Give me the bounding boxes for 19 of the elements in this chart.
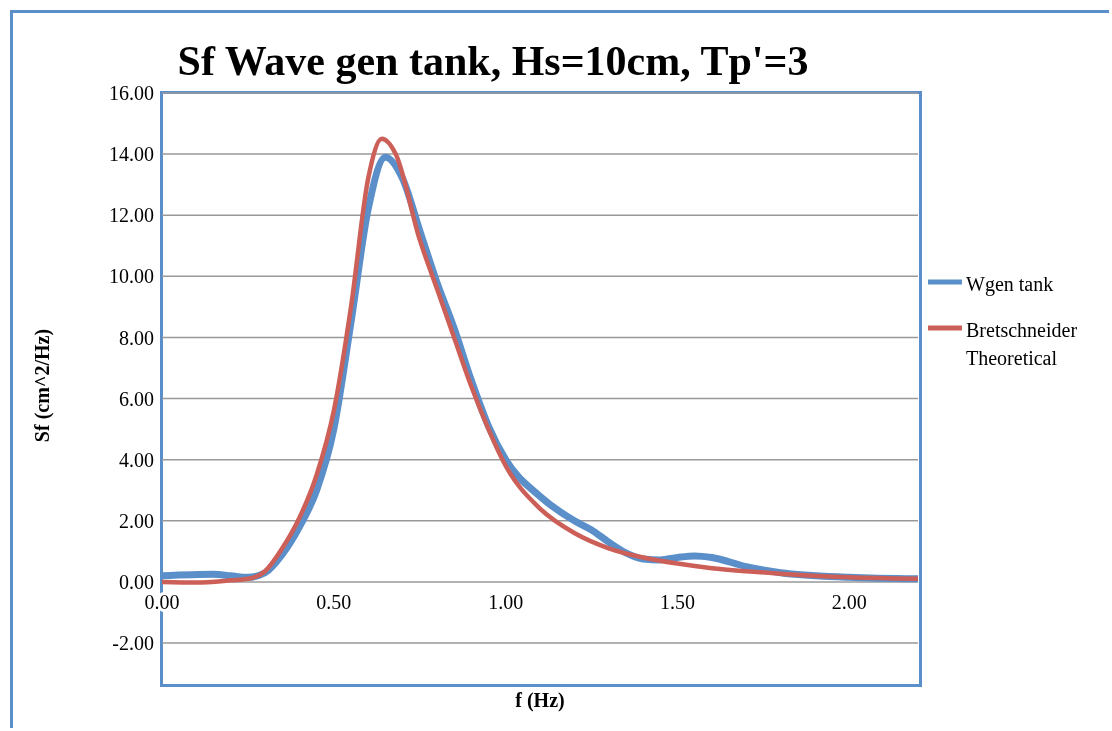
- y-tick-label: 8.00: [119, 326, 154, 349]
- legend-label: Bretschneider Theoretical: [966, 318, 1079, 371]
- legend-label: Wgen tank: [966, 272, 1055, 298]
- x-tick-label: 1.00: [488, 591, 524, 614]
- x-tick-label: 2.00: [831, 591, 867, 614]
- y-tick-label: 14.00: [109, 143, 154, 166]
- y-tick-label: 0.00: [119, 570, 154, 593]
- y-tick-label: 16.00: [109, 82, 154, 105]
- y-tick-label: 10.00: [109, 265, 154, 288]
- y-tick-label: 4.00: [119, 448, 154, 471]
- y-axis-title: Sf (cm^2/Hz): [30, 327, 54, 445]
- chart-title: Sf Wave gen tank, Hs=10cm, Tp'=3: [177, 38, 809, 84]
- x-axis-title: f (Hz): [514, 689, 566, 712]
- y-tick-label: 6.00: [119, 387, 154, 410]
- x-tick-label: 1.50: [659, 591, 695, 614]
- y-tick-label: -2.00: [112, 632, 154, 655]
- y-tick-label: 2.00: [119, 509, 154, 532]
- y-tick-label: 12.00: [109, 204, 154, 227]
- x-tick-label: 0.50: [316, 591, 352, 614]
